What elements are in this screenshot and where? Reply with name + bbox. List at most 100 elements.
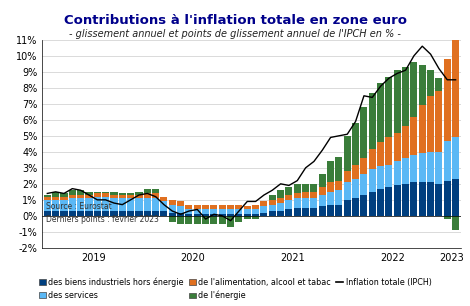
Bar: [61, 197, 68, 200]
Bar: [360, 107, 368, 158]
Bar: [202, 216, 209, 224]
Bar: [219, 214, 226, 216]
Bar: [327, 162, 334, 182]
Bar: [94, 193, 101, 197]
Bar: [52, 200, 59, 211]
Bar: [410, 182, 417, 216]
Bar: [352, 198, 359, 216]
Bar: [452, 216, 459, 230]
Bar: [94, 197, 101, 211]
Bar: [227, 214, 234, 216]
Bar: [294, 208, 301, 216]
Bar: [185, 216, 193, 224]
Bar: [260, 206, 267, 213]
Bar: [394, 162, 401, 185]
Bar: [44, 211, 51, 216]
Bar: [369, 149, 376, 170]
Bar: [135, 198, 142, 211]
Bar: [61, 211, 68, 216]
Bar: [202, 205, 209, 209]
Bar: [369, 192, 376, 216]
Bar: [427, 152, 434, 182]
Bar: [352, 165, 359, 179]
Bar: [177, 206, 184, 213]
Bar: [369, 93, 376, 149]
Bar: [385, 165, 392, 187]
Bar: [77, 195, 84, 198]
Bar: [219, 209, 226, 214]
Text: Source : Eurostat
Derniers points : février 2023: Source : Eurostat Derniers points : févr…: [47, 202, 159, 224]
Bar: [211, 216, 218, 224]
Bar: [211, 214, 218, 216]
Bar: [285, 200, 292, 209]
Bar: [419, 105, 426, 153]
Bar: [394, 132, 401, 162]
Bar: [211, 205, 218, 209]
Bar: [177, 213, 184, 216]
Bar: [302, 184, 309, 192]
Bar: [235, 205, 243, 209]
Bar: [444, 141, 451, 181]
Text: - glissement annuel et points de glissement annuel de l'IPCH en % -: - glissement annuel et points de glissem…: [69, 29, 401, 39]
Bar: [319, 187, 326, 195]
Bar: [360, 195, 368, 216]
Bar: [319, 174, 326, 187]
Bar: [310, 198, 318, 208]
Bar: [219, 205, 226, 209]
Bar: [252, 214, 259, 216]
Bar: [110, 211, 118, 216]
Bar: [185, 214, 193, 216]
Bar: [235, 209, 243, 214]
Bar: [394, 185, 401, 216]
Bar: [244, 209, 251, 214]
Bar: [285, 195, 292, 200]
Bar: [135, 192, 142, 195]
Bar: [77, 190, 84, 195]
Bar: [444, 181, 451, 216]
Bar: [77, 198, 84, 211]
Bar: [152, 188, 159, 193]
Bar: [410, 117, 417, 155]
Bar: [194, 205, 201, 209]
Bar: [260, 201, 267, 206]
Bar: [252, 216, 259, 219]
Bar: [269, 205, 276, 211]
Bar: [61, 200, 68, 211]
Bar: [69, 198, 76, 211]
Bar: [302, 198, 309, 208]
Bar: [427, 70, 434, 96]
Bar: [377, 188, 384, 216]
Bar: [61, 193, 68, 197]
Bar: [44, 200, 51, 211]
Bar: [160, 197, 167, 201]
Bar: [119, 211, 126, 216]
Bar: [102, 193, 109, 197]
Bar: [277, 211, 284, 216]
Bar: [360, 174, 368, 195]
Bar: [86, 192, 93, 195]
Bar: [452, 40, 459, 137]
Bar: [377, 83, 384, 142]
Bar: [285, 187, 292, 195]
Bar: [435, 184, 442, 216]
Bar: [244, 214, 251, 216]
Bar: [352, 179, 359, 198]
Bar: [135, 195, 142, 198]
Bar: [177, 201, 184, 206]
Bar: [327, 192, 334, 205]
Bar: [194, 209, 201, 214]
Bar: [277, 198, 284, 203]
Bar: [402, 67, 409, 126]
Bar: [235, 214, 243, 216]
Bar: [144, 211, 151, 216]
Bar: [160, 211, 167, 216]
Bar: [235, 216, 243, 222]
Bar: [252, 205, 259, 209]
Bar: [269, 200, 276, 205]
Bar: [394, 70, 401, 132]
Bar: [144, 188, 151, 193]
Bar: [202, 214, 209, 216]
Bar: [77, 211, 84, 216]
Bar: [360, 158, 368, 174]
Bar: [86, 198, 93, 211]
